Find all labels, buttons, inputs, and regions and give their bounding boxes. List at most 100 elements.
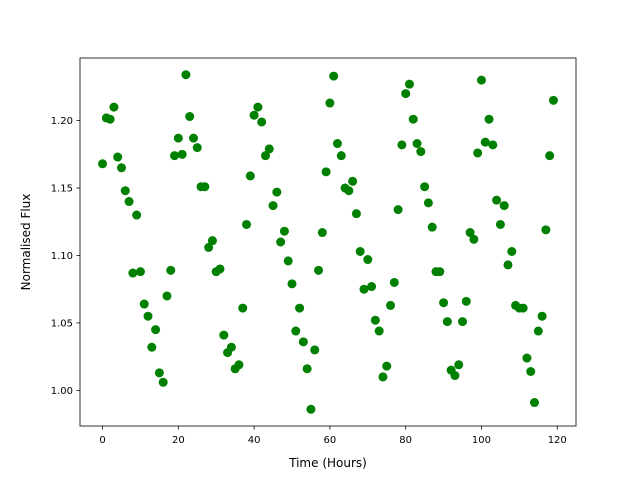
y-tick-label: 1.05 [51,318,73,329]
point [329,71,339,81]
point [348,176,358,186]
point [382,361,392,371]
point [166,265,176,275]
point [306,404,316,414]
point [234,360,244,370]
point [518,303,528,313]
point [351,209,361,219]
point [113,152,123,162]
point [412,139,422,149]
point [238,303,248,313]
point [207,236,217,246]
point [420,182,430,192]
point [355,246,365,256]
point [427,222,437,232]
point [279,226,289,236]
point [548,95,558,105]
point [374,326,384,336]
point [484,114,494,124]
point [476,75,486,85]
point [389,277,399,287]
point [226,342,236,352]
x-tick-label: 80 [399,435,412,446]
point [143,311,153,321]
point [344,186,354,196]
point [192,143,202,153]
point [423,198,433,208]
point [495,219,505,229]
point [435,267,445,277]
point [170,151,180,161]
point [473,148,483,158]
point [276,237,286,247]
point [310,345,320,355]
point [401,89,411,99]
point [454,360,464,370]
point [185,112,195,122]
point [257,117,267,127]
point [492,195,502,205]
point [386,300,396,310]
point [480,137,490,147]
point [533,326,543,336]
y-tick-label: 1.10 [51,251,73,262]
point [363,255,373,265]
point [105,114,115,124]
point [522,353,532,363]
y-axis-label: Normalised Flux [19,194,33,291]
point [177,149,187,159]
point [458,317,468,327]
point [541,225,551,235]
point [132,210,142,220]
point [188,133,198,143]
point [139,299,149,309]
point [537,311,547,321]
x-tick-label: 100 [472,435,491,446]
y-tick-label: 1.15 [51,184,73,195]
point [109,102,119,112]
point [530,398,540,408]
y-tick-label: 1.20 [51,116,73,127]
point [287,279,297,289]
point [147,342,157,352]
point [272,187,282,197]
point [503,260,513,270]
point [314,265,324,275]
point [404,79,414,89]
point [545,151,555,161]
point [393,205,403,215]
point [204,242,214,252]
point [98,159,108,169]
x-tick-label: 40 [248,435,261,446]
point [154,368,164,378]
point [488,140,498,150]
plot-frame [79,57,577,427]
point [461,296,471,306]
point [120,186,130,196]
point [158,377,168,387]
point [215,264,225,274]
point [336,151,346,161]
point [367,282,377,292]
point [359,284,369,294]
x-tick-label: 20 [172,435,185,446]
point [378,372,388,382]
point [465,228,475,238]
point [162,291,172,301]
point [249,110,259,120]
point [332,139,342,149]
point [245,171,255,181]
point [450,371,460,381]
x-tick-label: 120 [548,435,567,446]
point [469,234,479,244]
point [526,367,536,377]
point [507,246,517,256]
point [128,268,138,278]
point [499,201,509,211]
point [135,267,145,277]
point [151,325,161,335]
point [325,98,335,108]
point [397,140,407,150]
